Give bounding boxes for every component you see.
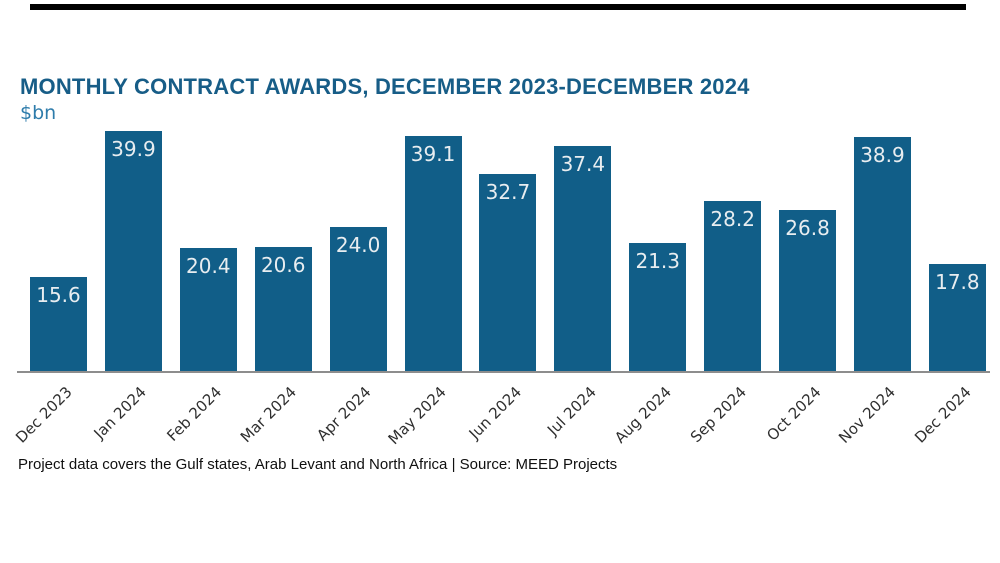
x-axis-tick-label: Jan 2024 <box>90 383 151 443</box>
bar-value-label: 39.9 <box>111 137 156 161</box>
bar-value-label: 15.6 <box>36 283 81 307</box>
x-axis-tick-label: Oct 2024 <box>762 383 825 445</box>
bar-chart-plot-area: 15.6 39.9 20.4 20.6 24.0 39.1 32.7 37.4 21.3 28.2… <box>30 131 986 371</box>
bar-value-label: 28.2 <box>710 207 755 231</box>
x-axis-tick-label: Dec 2023 <box>11 383 76 447</box>
x-axis-tick-label: Aug 2024 <box>610 383 675 447</box>
x-axis-tick-label: Apr 2024 <box>313 383 375 445</box>
chart-unit-label: $bn <box>20 102 57 124</box>
bar-value-label: 24.0 <box>335 233 381 257</box>
x-axis-tick-label: Sep 2024 <box>686 383 750 447</box>
bar-value-label: 17.8 <box>935 270 980 294</box>
bar-value-label: 32.7 <box>485 180 531 204</box>
bar-feb-2024: 20.4 <box>179 248 237 371</box>
bar-sep-2024: 28.2 <box>704 201 762 371</box>
x-axis-tick-label: Dec 2024 <box>910 383 975 447</box>
bar-value-label: 20.6 <box>260 253 306 277</box>
bar-nov-2024: 38.9 <box>853 137 911 371</box>
x-axis-tick-label: Feb 2024 <box>163 383 226 445</box>
bar-apr-2024: 24.0 <box>329 227 387 371</box>
x-axis-tick-label: Jun 2024 <box>465 383 525 443</box>
chart-title: MONTHLY CONTRACT AWARDS, DECEMBER 2023-D… <box>20 74 750 99</box>
bar-dec-2024: 17.8 <box>928 264 986 371</box>
bar-value-label: 38.9 <box>860 143 905 167</box>
bar-jan-2024: 39.9 <box>104 131 162 371</box>
x-axis-tick-label: Nov 2024 <box>835 383 900 447</box>
x-axis-line <box>17 371 990 373</box>
bar-value-label: 20.4 <box>186 254 231 278</box>
bar-value-label: 26.8 <box>785 216 830 240</box>
x-axis-tick-label: May 2024 <box>384 383 450 449</box>
bar-value-label: 37.4 <box>560 152 606 176</box>
top-divider-bar <box>30 4 966 10</box>
bar-aug-2024: 21.3 <box>629 243 687 371</box>
bar-value-label: 39.1 <box>410 142 456 166</box>
bar-oct-2024: 26.8 <box>779 210 837 371</box>
bar-may-2024: 39.1 <box>404 136 462 371</box>
source-note: Project data covers the Gulf states, Ara… <box>18 456 618 473</box>
bar-jul-2024: 37.4 <box>554 146 612 371</box>
x-axis-tick-label: Jul 2024 <box>543 383 600 439</box>
bar-dec-2023: 15.6 <box>30 277 87 371</box>
bar-jun-2024: 32.7 <box>479 174 537 371</box>
x-axis-tick-label: Mar 2024 <box>236 383 300 447</box>
bar-value-label: 21.3 <box>635 249 681 273</box>
bar-mar-2024: 20.6 <box>254 247 312 371</box>
